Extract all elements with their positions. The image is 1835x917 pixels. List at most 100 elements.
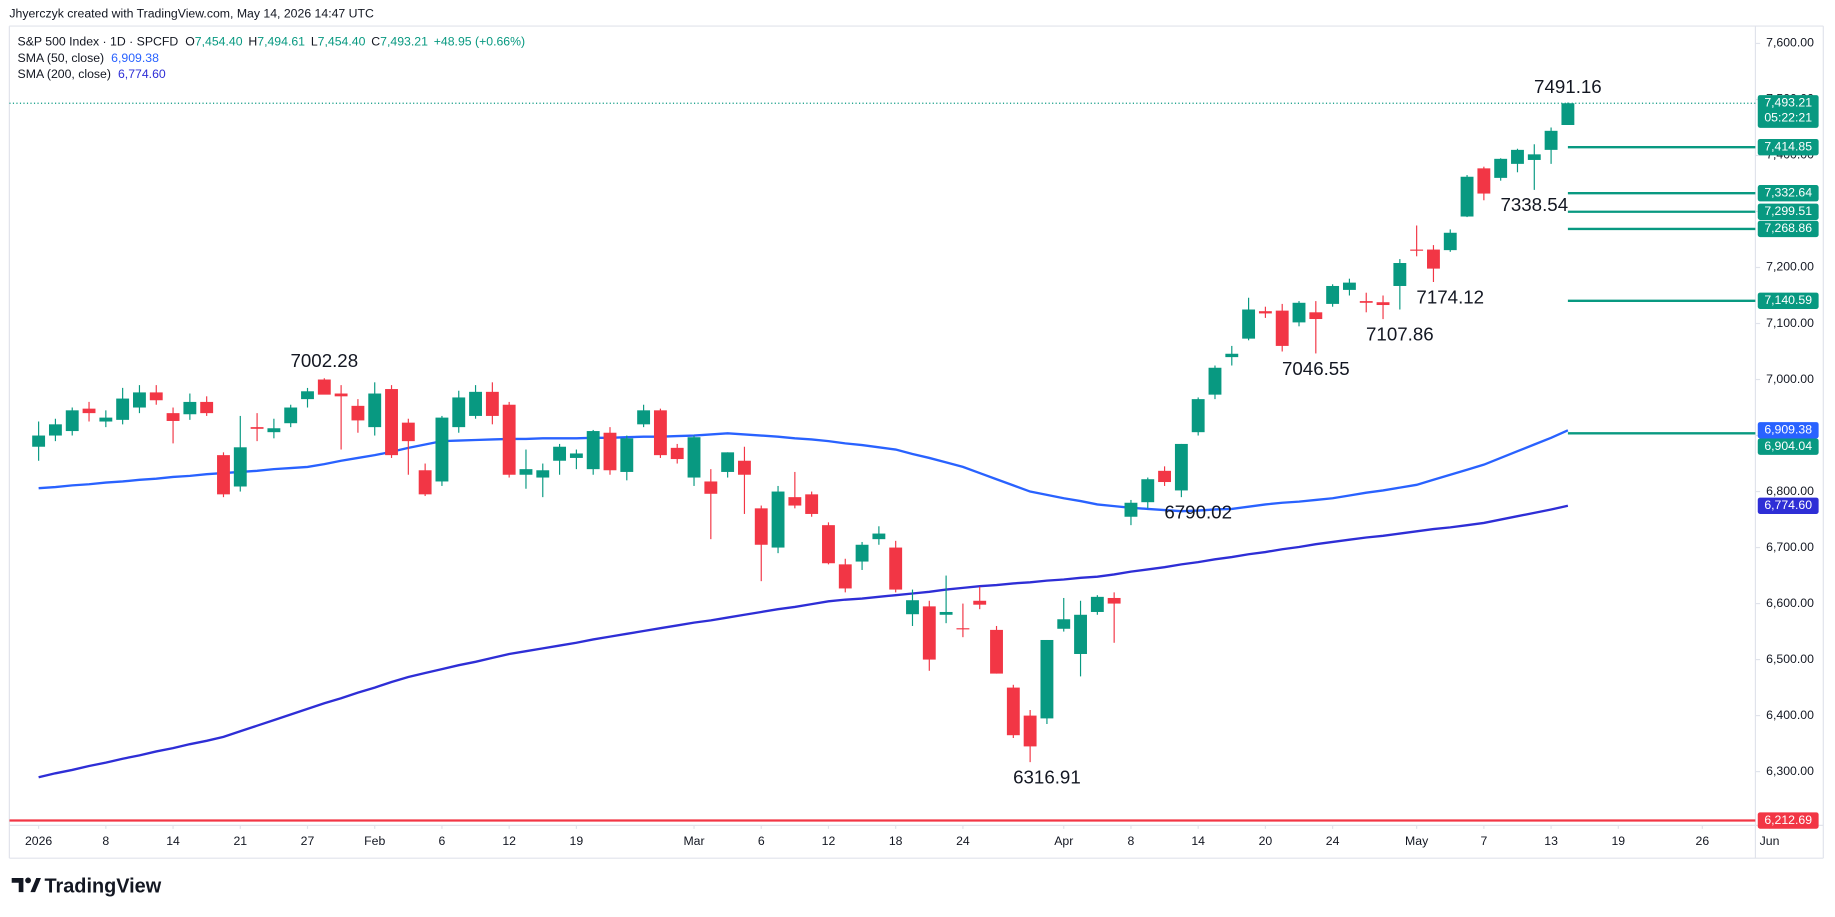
y-tick-label: 7,000.00 bbox=[1766, 372, 1814, 386]
y-tick-label: 6,600.00 bbox=[1766, 596, 1814, 610]
y-tick-label: 6,800.00 bbox=[1766, 484, 1814, 498]
x-tick-label: 18 bbox=[889, 834, 903, 848]
legend-name: SMA (200, close) bbox=[18, 67, 111, 81]
price-tag-label: 6,774.60 bbox=[1764, 498, 1812, 512]
candle-body bbox=[1511, 149, 1524, 164]
candle-body bbox=[771, 491, 785, 548]
change: +48.95 (+0.66%) bbox=[434, 35, 525, 49]
candle-body bbox=[1561, 103, 1575, 125]
candle-body bbox=[82, 408, 96, 414]
candle-body bbox=[889, 547, 903, 590]
candle-body bbox=[48, 424, 62, 436]
candle-body bbox=[1342, 282, 1356, 290]
candle-body bbox=[1158, 470, 1172, 483]
x-tick-label: 20 bbox=[1259, 834, 1273, 848]
y-tick-label: 6,700.00 bbox=[1766, 540, 1814, 554]
x-tick-label: Mar bbox=[683, 834, 704, 848]
candle-body bbox=[1309, 312, 1323, 320]
candle-body bbox=[855, 544, 869, 562]
price-tag-label: 7,332.64 bbox=[1764, 185, 1812, 199]
price-tag-label: 7,140.59 bbox=[1764, 293, 1812, 307]
candle-body bbox=[435, 417, 449, 482]
candle-body bbox=[485, 391, 499, 416]
ohlc-key: C bbox=[371, 35, 380, 49]
candle-body bbox=[351, 405, 365, 421]
ohlc-key: H bbox=[248, 35, 257, 49]
candle-body bbox=[1376, 302, 1390, 306]
candle-body bbox=[519, 469, 533, 475]
candle-body bbox=[183, 401, 197, 415]
price-tag bbox=[1757, 497, 1819, 514]
ohlc-value: 7,494.61 bbox=[257, 35, 305, 49]
candle-body bbox=[1544, 130, 1558, 150]
x-tick-label: 12 bbox=[502, 834, 516, 848]
candle-body bbox=[1393, 263, 1407, 286]
price-tag bbox=[1757, 95, 1819, 128]
candle-body bbox=[301, 391, 314, 400]
candle-body bbox=[1359, 301, 1373, 303]
candle-body bbox=[317, 379, 331, 395]
candle-body bbox=[1208, 367, 1222, 395]
annotation: 7491.16 bbox=[1534, 76, 1602, 97]
annotation: 7046.55 bbox=[1282, 358, 1350, 379]
candle-body bbox=[1427, 249, 1440, 269]
price-tag bbox=[1757, 185, 1819, 202]
candle-body bbox=[536, 470, 550, 478]
ohlc-value: 7,454.40 bbox=[318, 35, 366, 49]
price-tag-label: 7,268.86 bbox=[1764, 221, 1812, 235]
candle-body bbox=[721, 452, 735, 472]
candle-body bbox=[670, 447, 684, 460]
y-tick-label: 7,100.00 bbox=[1766, 316, 1814, 330]
candle-body bbox=[553, 446, 567, 461]
candle-body bbox=[334, 393, 348, 397]
candle-body bbox=[620, 438, 634, 472]
candle-body bbox=[1292, 302, 1306, 323]
x-tick-label: 6 bbox=[758, 834, 765, 848]
candle-body bbox=[385, 389, 398, 456]
sma-line bbox=[38, 429, 1569, 513]
candle-body bbox=[116, 398, 130, 420]
x-tick-label: 8 bbox=[102, 834, 109, 848]
price-tag-label: 7,414.85 bbox=[1764, 139, 1812, 153]
candle-body bbox=[1275, 310, 1289, 346]
x-tick-label: Jun bbox=[1760, 834, 1780, 848]
x-tick-label: Feb bbox=[364, 834, 385, 848]
candle-body bbox=[990, 629, 1003, 674]
candle-body bbox=[166, 413, 180, 421]
sma-line bbox=[38, 504, 1569, 779]
candle-body bbox=[502, 404, 516, 475]
candle-body bbox=[1090, 596, 1104, 612]
x-tick-label: 27 bbox=[301, 834, 315, 848]
candle-body bbox=[1141, 479, 1155, 503]
candle-body bbox=[267, 428, 281, 433]
legend-value: 6,774.60 bbox=[118, 67, 166, 81]
y-tick-label: 6,500.00 bbox=[1766, 652, 1814, 666]
candle-body bbox=[99, 417, 113, 422]
candle-body bbox=[906, 600, 919, 615]
candle-body bbox=[250, 427, 264, 429]
candle-body bbox=[788, 497, 802, 506]
y-tick-label: 6,400.00 bbox=[1766, 708, 1814, 722]
candle-body bbox=[687, 437, 701, 478]
candle-body bbox=[1477, 168, 1491, 194]
ohlc-key: O bbox=[185, 35, 195, 49]
y-tick-label: 7,200.00 bbox=[1766, 260, 1814, 274]
candle-body bbox=[401, 422, 415, 442]
candle-body bbox=[233, 447, 247, 487]
annotation: 7174.12 bbox=[1416, 286, 1484, 307]
price-tag-label: 7,299.51 bbox=[1764, 204, 1812, 218]
candle-body bbox=[1040, 639, 1054, 719]
candle-body bbox=[569, 453, 583, 458]
price-tag bbox=[1757, 422, 1819, 439]
annotation: 7338.54 bbox=[1500, 194, 1568, 215]
x-tick-label: 14 bbox=[166, 834, 180, 848]
x-tick-label: 12 bbox=[822, 834, 836, 848]
candle-body bbox=[939, 611, 953, 615]
annotation: 7002.28 bbox=[290, 350, 358, 371]
annotation: 6790.02 bbox=[1164, 501, 1232, 522]
candle-body bbox=[1242, 309, 1256, 339]
price-tag bbox=[1757, 438, 1819, 455]
annotation: 7107.86 bbox=[1366, 323, 1434, 344]
candle-body bbox=[1057, 619, 1071, 629]
